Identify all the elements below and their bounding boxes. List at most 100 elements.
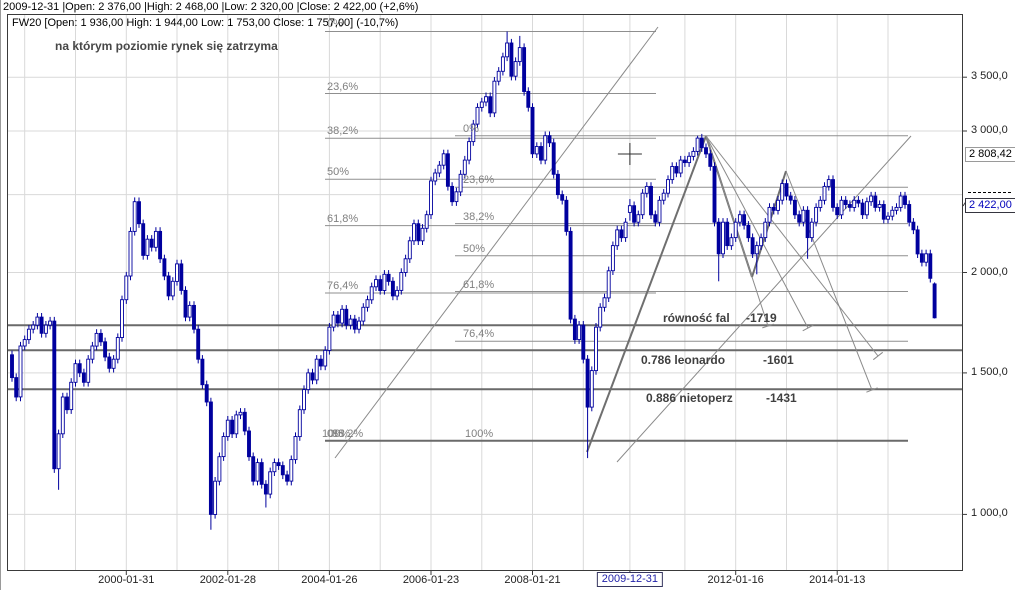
candle-body [217, 456, 222, 482]
candle-body [272, 462, 277, 473]
candle-body [784, 183, 789, 197]
candle-body [733, 221, 738, 239]
candle-body [767, 206, 772, 223]
candle-body [158, 230, 163, 260]
candle-body [826, 179, 831, 187]
candle-body [35, 316, 40, 326]
candle-body [691, 150, 696, 157]
candle-body [348, 318, 353, 326]
candle-body [10, 354, 14, 379]
candle-body [886, 215, 890, 220]
candle-body [433, 172, 438, 182]
candle-body [907, 204, 912, 223]
candle-body [657, 199, 662, 223]
candle-body [52, 320, 57, 470]
candle-body [128, 230, 133, 277]
candle-body [924, 253, 929, 263]
candle-body [712, 166, 717, 223]
candle-body [678, 159, 683, 174]
candle-body [437, 164, 442, 174]
candle-body [407, 240, 412, 260]
projection-line [785, 170, 873, 391]
candle-body [310, 372, 315, 381]
candle-body [77, 363, 82, 374]
candle-body [454, 191, 459, 203]
candle-body [137, 201, 141, 225]
candle-body [416, 223, 421, 242]
candle-body [505, 42, 510, 58]
candle-body [14, 377, 19, 398]
candle-body [666, 179, 670, 194]
candle-body [754, 245, 759, 255]
projection-end-tick [866, 387, 878, 393]
candle-body [805, 209, 810, 239]
candle-body [471, 123, 476, 143]
candle-body [746, 224, 751, 239]
candle-body [166, 275, 171, 297]
candle-body [881, 204, 886, 220]
candle-body [395, 289, 400, 297]
candle-body [441, 153, 446, 166]
candle-body [530, 106, 535, 155]
candle-body [814, 206, 819, 223]
candle-body [255, 462, 260, 482]
candle-body [479, 101, 484, 108]
candle-body [378, 279, 383, 291]
candle-body [225, 419, 230, 438]
candle-body [90, 345, 95, 360]
candle-body [124, 275, 129, 301]
candle-body [293, 436, 298, 461]
candle-body [365, 299, 370, 308]
candle-body [234, 414, 239, 435]
candle-body [822, 185, 827, 201]
candle-body [509, 42, 514, 77]
candle-body [687, 155, 692, 164]
candle-body [323, 349, 328, 367]
candle-body [602, 297, 607, 308]
candle-body [894, 206, 899, 211]
candle-body [251, 456, 256, 482]
candle-body [585, 358, 590, 408]
candle-body [644, 185, 649, 194]
candle-body [835, 206, 840, 216]
candle-body [704, 147, 708, 155]
candle-body [60, 396, 65, 435]
candle-body [120, 299, 124, 338]
candle-body [788, 195, 793, 201]
candle-body [649, 185, 653, 216]
wave-line-up [586, 135, 707, 453]
candle-body [555, 173, 560, 196]
candle-body [297, 409, 302, 438]
candle-body [543, 135, 548, 161]
candle-body [399, 272, 404, 291]
candle-body [450, 185, 455, 203]
candle-body [877, 204, 882, 208]
candle-body [86, 358, 91, 383]
candle-body [331, 314, 336, 328]
candle-body [259, 462, 264, 485]
candle-body [932, 283, 937, 319]
candle-body [589, 370, 594, 408]
candle-body [682, 159, 687, 164]
candle-body [856, 199, 861, 204]
projection-end-tick [762, 323, 774, 329]
candle-body [539, 146, 543, 161]
candle-body [839, 199, 844, 216]
candle-body [462, 159, 467, 175]
candle-body [263, 483, 268, 495]
candle-body [716, 221, 721, 255]
candle-body [627, 205, 632, 213]
candle-body [831, 179, 835, 208]
candle-body [94, 332, 99, 347]
candle-body [560, 194, 565, 201]
candle-body [792, 199, 797, 216]
candle-body [115, 337, 120, 360]
candle-body [276, 462, 281, 467]
candle-body [742, 214, 747, 226]
instrument-header: FW20 [Open: 1 936,00 High: 1 944,00 Low:… [12, 17, 399, 29]
candle-body [403, 258, 408, 273]
candle-body [847, 204, 852, 208]
projection-end-tick [802, 324, 814, 332]
candle-body [429, 180, 433, 216]
